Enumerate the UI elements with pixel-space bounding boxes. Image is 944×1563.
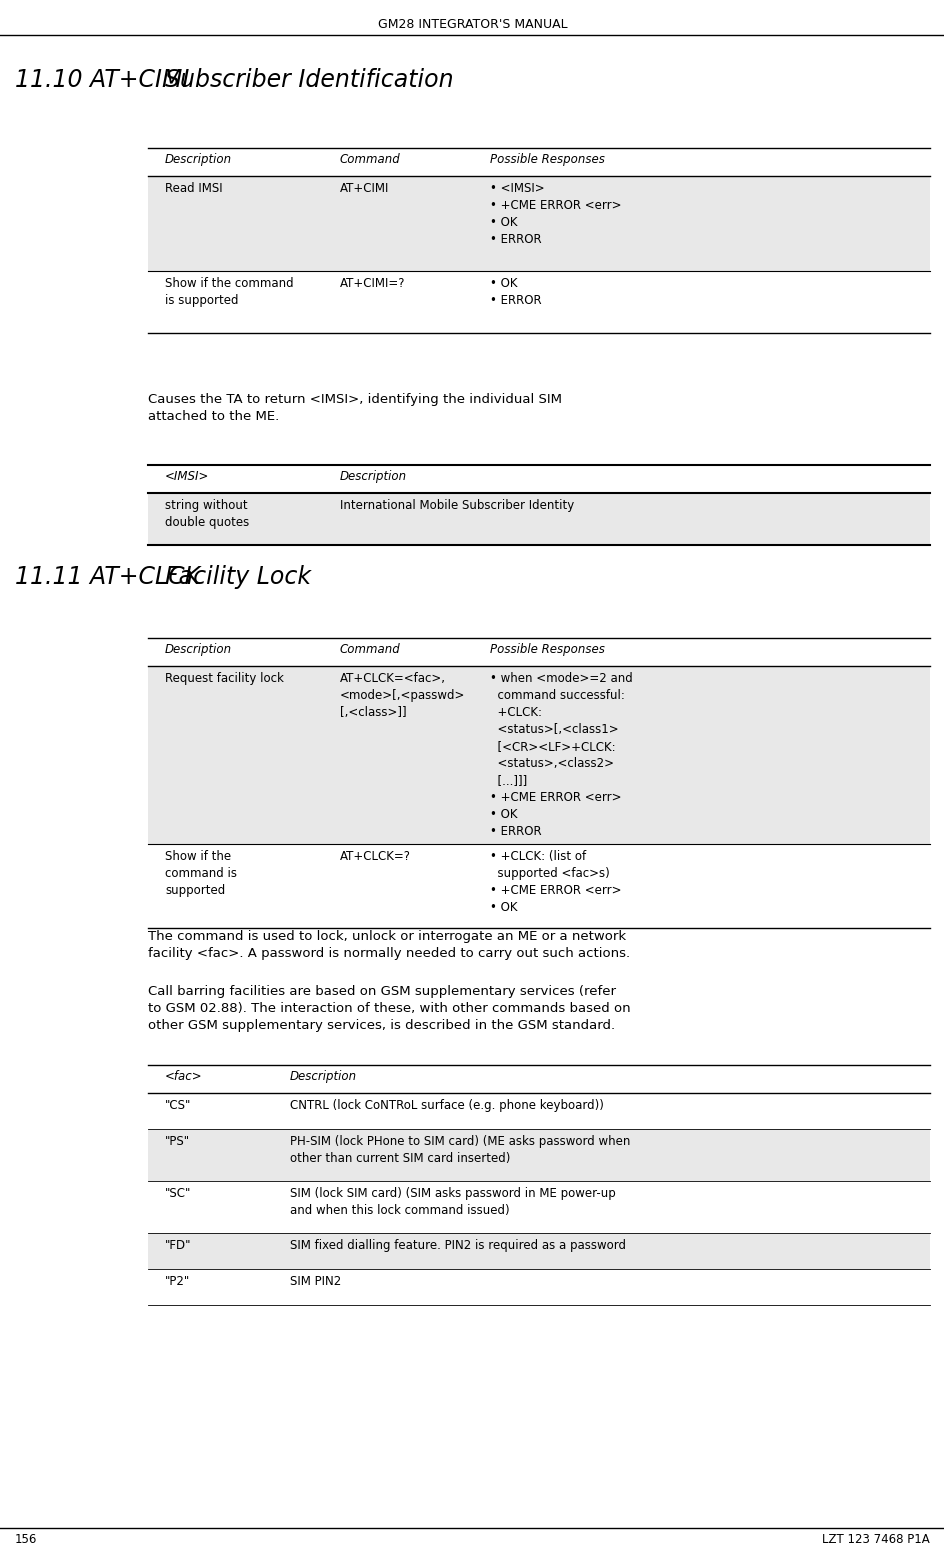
Text: Description: Description bbox=[340, 470, 407, 483]
Text: Subscriber Identification: Subscriber Identification bbox=[165, 69, 453, 92]
Text: • when <mode>=2 and
  command successful:
  +CLCK:
  <status>[,<class1>
  [<CR><: • when <mode>=2 and command successful: … bbox=[490, 672, 632, 838]
Bar bbox=[148, 492, 929, 545]
Text: Request facility lock: Request facility lock bbox=[165, 672, 283, 685]
Text: Show if the command
is supported: Show if the command is supported bbox=[165, 277, 294, 306]
Text: <IMSI>: <IMSI> bbox=[165, 470, 210, 483]
Text: Command: Command bbox=[340, 153, 400, 166]
Text: SIM PIN2: SIM PIN2 bbox=[290, 1275, 341, 1288]
Text: Possible Responses: Possible Responses bbox=[490, 642, 604, 656]
Text: GM28 INTEGRATOR'S MANUAL: GM28 INTEGRATOR'S MANUAL bbox=[378, 19, 566, 31]
Text: "FD": "FD" bbox=[165, 1239, 192, 1252]
Text: Facility Lock: Facility Lock bbox=[165, 564, 311, 589]
Text: The command is used to lock, unlock or interrogate an ME or a network
facility <: The command is used to lock, unlock or i… bbox=[148, 930, 630, 960]
Text: AT+CLCK=?: AT+CLCK=? bbox=[340, 850, 411, 863]
Text: Description: Description bbox=[165, 153, 232, 166]
Text: Call barring facilities are based on GSM supplementary services (refer
to GSM 02: Call barring facilities are based on GSM… bbox=[148, 985, 630, 1032]
Text: PH-SIM (lock PHone to SIM card) (ME asks password when
other than current SIM ca: PH-SIM (lock PHone to SIM card) (ME asks… bbox=[290, 1135, 630, 1164]
Text: 156: 156 bbox=[15, 1533, 38, 1546]
Bar bbox=[148, 1128, 929, 1182]
Text: "SC": "SC" bbox=[165, 1186, 192, 1200]
Text: AT+CIMI=?: AT+CIMI=? bbox=[340, 277, 405, 291]
Text: Description: Description bbox=[290, 1071, 357, 1083]
Text: <fac>: <fac> bbox=[165, 1071, 202, 1083]
Text: Show if the
command is
supported: Show if the command is supported bbox=[165, 850, 237, 897]
Bar bbox=[148, 666, 929, 844]
Text: • OK
• ERROR: • OK • ERROR bbox=[490, 277, 541, 306]
Text: CNTRL (lock CoNTRoL surface (e.g. phone keyboard)): CNTRL (lock CoNTRoL surface (e.g. phone … bbox=[290, 1099, 603, 1111]
Text: SIM fixed dialling feature. PIN2 is required as a password: SIM fixed dialling feature. PIN2 is requ… bbox=[290, 1239, 625, 1252]
Text: • +CLCK: (list of
  supported <fac>s)
• +CME ERROR <err>
• OK: • +CLCK: (list of supported <fac>s) • +C… bbox=[490, 850, 621, 914]
Text: International Mobile Subscriber Identity: International Mobile Subscriber Identity bbox=[340, 499, 574, 513]
Text: AT+CLCK=<fac>,
<mode>[,<passwd>
[,<class>]]: AT+CLCK=<fac>, <mode>[,<passwd> [,<class… bbox=[340, 672, 464, 719]
Text: AT+CIMI: AT+CIMI bbox=[340, 181, 389, 195]
Text: • <IMSI>
• +CME ERROR <err>
• OK
• ERROR: • <IMSI> • +CME ERROR <err> • OK • ERROR bbox=[490, 181, 621, 245]
Text: Command: Command bbox=[340, 642, 400, 656]
Text: LZT 123 7468 P1A: LZT 123 7468 P1A bbox=[821, 1533, 929, 1546]
Text: Causes the TA to return <IMSI>, identifying the individual SIM
attached to the M: Causes the TA to return <IMSI>, identify… bbox=[148, 392, 562, 424]
Text: "PS": "PS" bbox=[165, 1135, 190, 1147]
Text: 11.10 AT+CIMI: 11.10 AT+CIMI bbox=[15, 69, 189, 92]
Text: "P2": "P2" bbox=[165, 1275, 190, 1288]
Text: Possible Responses: Possible Responses bbox=[490, 153, 604, 166]
Text: Description: Description bbox=[165, 642, 232, 656]
Bar bbox=[148, 177, 929, 270]
Bar bbox=[148, 1233, 929, 1269]
Text: Read IMSI: Read IMSI bbox=[165, 181, 223, 195]
Text: string without
double quotes: string without double quotes bbox=[165, 499, 249, 528]
Text: SIM (lock SIM card) (SIM asks password in ME power-up
and when this lock command: SIM (lock SIM card) (SIM asks password i… bbox=[290, 1186, 615, 1218]
Text: "CS": "CS" bbox=[165, 1099, 192, 1111]
Text: 11.11 AT+CLCK: 11.11 AT+CLCK bbox=[15, 564, 200, 589]
